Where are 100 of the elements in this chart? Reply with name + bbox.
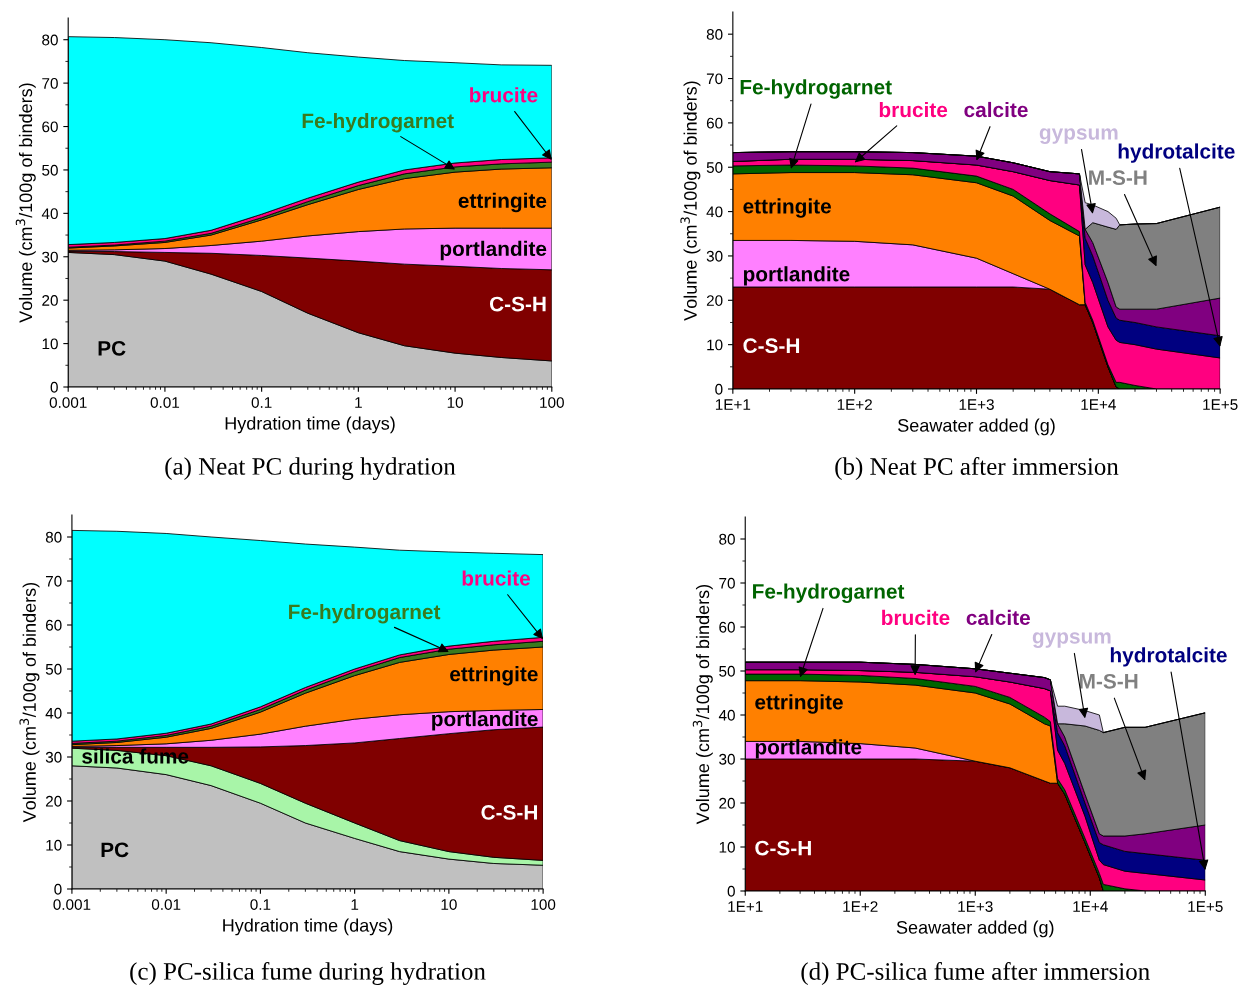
x-tick-label: 1E+5: [1188, 901, 1223, 912]
series-label: gypsum: [1032, 632, 1111, 648]
y-tick-label: 80: [706, 29, 723, 40]
y-tick-label: 0: [50, 381, 58, 393]
y-axis-title: Volume (cm$^{3}$/100g of binders): [19, 582, 40, 823]
y-tick-label: 10: [42, 338, 58, 350]
text: Fe-hydrogarnet: [753, 583, 905, 604]
text: (c) PC-silica fume during hydration: [130, 962, 486, 985]
series-label: PC: [98, 340, 126, 356]
text: hydrotalcite: [1110, 647, 1227, 667]
series-label: portlandite: [743, 266, 850, 286]
x-tick-label: 1: [355, 397, 362, 408]
y-tick-label: 70: [706, 73, 723, 85]
y-tick-label: 40: [706, 206, 723, 218]
x-tick-label: 0.001: [53, 899, 91, 910]
x-tick-label: 100: [531, 899, 556, 910]
x-axis-title: Seawater added (g): [898, 418, 1055, 436]
y-tick-label: 20: [706, 295, 723, 306]
x-tick-label: 1E+4: [1073, 901, 1108, 912]
y-tick-label: 40: [718, 709, 735, 721]
series-label: portlandite: [432, 710, 538, 731]
y-tick-label: 70: [42, 77, 58, 89]
y-tick-label: 0: [715, 383, 723, 395]
text: brucite: [882, 609, 950, 626]
x-axis-title: Hydration time (days): [223, 918, 393, 936]
series-label: silica fume: [82, 748, 189, 764]
x-tick-label: 0.001: [49, 397, 87, 408]
x-tick-label: 1: [351, 899, 359, 910]
y-tick-label: 30: [719, 753, 735, 765]
series-label: M-S-H: [1089, 170, 1147, 186]
series-label: C-S-H: [755, 840, 811, 856]
series-label: ettringite: [743, 198, 831, 218]
y-tick-label: 0: [727, 885, 735, 897]
text: (a) Neat PC during hydration: [165, 457, 456, 480]
y-tick-label: 40: [45, 707, 62, 719]
text: Fe-hydrogarnet: [740, 79, 892, 99]
y-tick-label: 70: [45, 575, 62, 587]
x-tick-label: 1E+3: [958, 901, 993, 912]
x-tick-label: 0.01: [150, 397, 180, 408]
text: brucite: [470, 87, 538, 103]
series-label: ettringite: [458, 192, 547, 213]
y-tick-label: 40: [41, 208, 58, 220]
x-tick-label: 10: [441, 899, 457, 910]
text: brucite: [462, 570, 531, 586]
y-tick-label: 80: [45, 531, 62, 543]
series-label: C-S-H: [489, 296, 546, 312]
series-label: ettringite: [755, 694, 843, 714]
series-label: PC: [101, 842, 129, 858]
series-label: Fe-hydrogarnet: [302, 112, 454, 133]
y-tick-label: 70: [719, 577, 735, 589]
x-tick-label: 10: [447, 397, 463, 408]
y-tick-label: 30: [45, 751, 62, 763]
text: (d) PC-silica fume after immersion: [801, 962, 1150, 985]
x-tick-label: 1E+2: [837, 399, 872, 410]
y-axis-title: Volume (cm$^{3}$/100g of binders): [15, 83, 36, 323]
x-tick-label: 1E+2: [843, 901, 878, 912]
y-tick-label: 60: [719, 621, 735, 633]
y-tick-label: 0: [54, 883, 62, 895]
text: calcite: [966, 609, 1030, 626]
series-label: C-S-H: [743, 338, 800, 354]
y-tick-label: 80: [42, 34, 58, 46]
y-tick-label: 10: [46, 839, 62, 851]
y-tick-label: 20: [719, 797, 735, 809]
x-tick-label: 1E+3: [959, 399, 994, 410]
series-label: gypsum: [1039, 128, 1118, 144]
y-tick-label: 60: [42, 121, 58, 133]
series-label: Fe-hydrogarnet: [289, 603, 441, 624]
x-tick-label: 0.1: [250, 899, 271, 910]
y-tick-label: 10: [707, 339, 723, 351]
text: hydrotalcite: [1118, 143, 1235, 163]
text: brucite: [879, 101, 948, 118]
x-tick-label: 1E+5: [1203, 399, 1238, 410]
x-tick-label: 100: [540, 397, 564, 408]
x-tick-label: 1E+1: [728, 901, 763, 912]
y-tick-label: 30: [706, 250, 723, 262]
y-tick-label: 60: [45, 619, 62, 631]
x-tick-label: 1E+1: [715, 399, 751, 410]
y-tick-label: 60: [706, 117, 723, 129]
y-tick-label: 50: [42, 164, 58, 176]
y-tick-label: 30: [42, 251, 58, 263]
x-axis-title: Seawater added (g): [896, 920, 1054, 938]
y-axis-title: Volume (cm$^{3}$/100g of binders): [692, 584, 713, 825]
x-axis-title: Hydration time (days): [225, 416, 395, 434]
y-tick-label: 80: [719, 533, 735, 545]
y-tick-label: 20: [45, 795, 62, 807]
series-label: portlandite: [440, 240, 547, 261]
y-tick-label: 50: [45, 663, 62, 675]
series-label: calcite: [964, 101, 1028, 118]
x-tick-label: 0.01: [151, 899, 181, 910]
series-label: C-S-H: [481, 805, 538, 820]
y-tick-label: 50: [706, 162, 723, 173]
y-tick-label: 20: [42, 295, 58, 306]
text: (b) Neat PC after immersion: [835, 457, 1119, 480]
series-label: portlandite: [755, 739, 862, 759]
y-axis-title: Volume (cm$^{3}$/100g of binders): [680, 81, 701, 321]
y-tick-label: 50: [719, 665, 735, 677]
x-tick-label: 0.1: [251, 397, 272, 408]
series-label: ettringite: [450, 666, 538, 686]
series-label: M-S-H: [1079, 673, 1138, 689]
x-tick-label: 1E+4: [1081, 399, 1116, 410]
